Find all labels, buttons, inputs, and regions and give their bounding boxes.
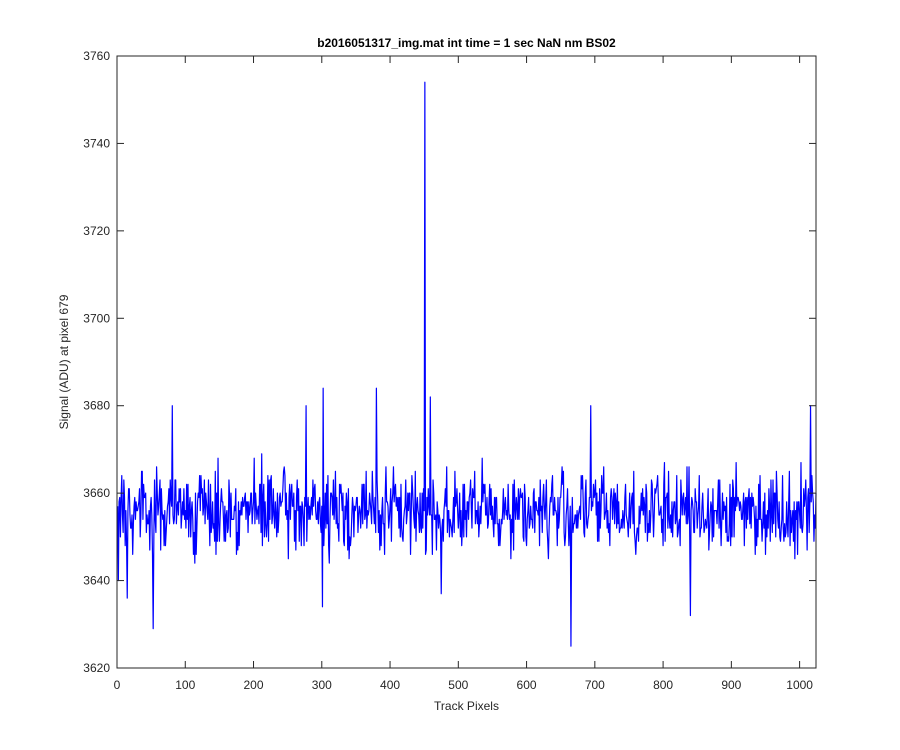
x-tick-label: 800 xyxy=(653,678,673,692)
x-tick-label: 300 xyxy=(312,678,332,692)
y-tick-label: 3760 xyxy=(83,49,110,63)
x-tick-label: 600 xyxy=(517,678,537,692)
y-tick-label: 3740 xyxy=(83,136,110,150)
x-tick-label: 700 xyxy=(585,678,605,692)
y-tick-label: 3680 xyxy=(83,399,110,413)
x-tick-label: 500 xyxy=(448,678,468,692)
y-tick-label: 3620 xyxy=(83,661,110,675)
x-tick-label: 900 xyxy=(721,678,741,692)
x-tick-label: 100 xyxy=(175,678,195,692)
y-tick-label: 3660 xyxy=(83,486,110,500)
y-tick-label: 3640 xyxy=(83,574,110,588)
x-axis-label: Track Pixels xyxy=(434,699,499,713)
series-layer xyxy=(117,81,817,647)
x-tick-label: 400 xyxy=(380,678,400,692)
plot-area xyxy=(117,56,816,668)
plot-frame xyxy=(116,55,817,669)
chart-title: b2016051317_img.mat int time = 1 sec NaN… xyxy=(317,36,616,50)
tick-layer: 0 100 200 300 400 500 600 700 800 900 1000 3620 3640… xyxy=(83,49,816,692)
x-tick-label: 0 xyxy=(114,678,121,692)
y-tick-label: 3700 xyxy=(83,311,110,325)
y-axis-label: Signal (ADU) at pixel 679 xyxy=(57,294,71,429)
x-tick-label: 200 xyxy=(244,678,264,692)
y-tick-label: 3720 xyxy=(83,224,110,238)
series-line xyxy=(117,81,817,647)
x-tick-label: 1000 xyxy=(786,678,813,692)
